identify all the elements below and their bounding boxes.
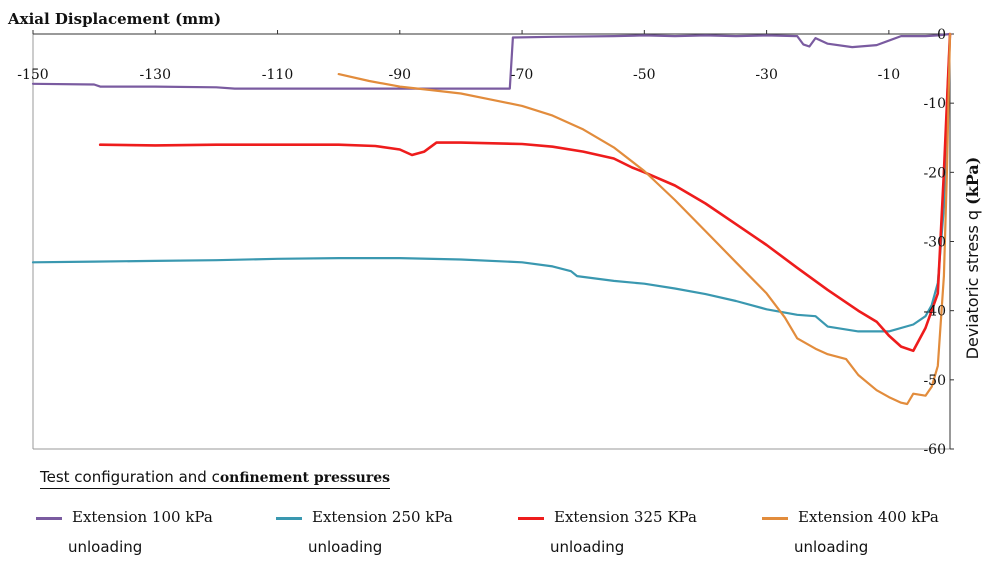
- x-tick-label: -10: [878, 67, 901, 83]
- series-line-4: [337, 32, 952, 406]
- chart-svg: -150 -130 -110 -90 -70 -50 -30 -10 0 -10 -20 -30 -4…: [7, 10, 982, 458]
- series-line-3: [98, 32, 952, 353]
- x-tick-label: -90: [389, 67, 412, 83]
- legend-swatch-teal: [276, 517, 302, 520]
- legend-label-line2: unloading: [794, 538, 869, 556]
- y-axis-title-unit: (kPa): [963, 157, 982, 205]
- y-tick-label: -10: [923, 96, 946, 112]
- legend-label-line1: Extension 325 KPa: [554, 508, 697, 526]
- x-tick-label: -30: [755, 67, 778, 83]
- series-line-2: [31, 32, 952, 333]
- legend-label-line2: unloading: [68, 538, 143, 556]
- x-axis-title: Axial Displacement (mm): [7, 10, 221, 28]
- legend-label-line1: Extension 400 kPa: [798, 508, 939, 526]
- legend-label-line2: unloading: [550, 538, 625, 556]
- legend-swatch-red: [518, 517, 544, 520]
- x-tick-label: -70: [511, 67, 534, 83]
- legend-label-line1: Extension 100 kPa: [72, 508, 213, 526]
- y-tick-label: -40: [923, 304, 946, 320]
- series-line-1: [31, 32, 952, 90]
- x-tick-labels: -150 -130 -110 -90 -70 -50 -30 -10: [17, 67, 900, 83]
- y-tick-label: -20: [923, 165, 946, 181]
- x-tick-label: -130: [140, 67, 171, 83]
- y-axis-title: Deviatoric stress q (kPa): [963, 157, 982, 360]
- y-tick-label: -50: [923, 373, 946, 389]
- legend-swatch-purple: [36, 517, 62, 520]
- y-tick-label: -60: [923, 442, 946, 458]
- y-axis-title-main: Deviatoric stress q: [963, 205, 982, 360]
- legend-label-line1: Extension 250 kPa: [312, 508, 453, 526]
- y-tick-labels: 0 -10 -20 -30 -40 -50 -60: [923, 27, 946, 458]
- legend-title: Test configuration and confinement press…: [40, 468, 391, 489]
- y-tick-label: -30: [923, 235, 946, 251]
- x-tick-label: -150: [17, 67, 48, 83]
- x-tick-label: -110: [262, 67, 293, 83]
- legend-label-line2: unloading: [308, 538, 383, 556]
- legend-title-plain: Test configuration and c: [40, 468, 220, 486]
- legend-title-bold: onfinement pressures: [219, 470, 391, 486]
- legend-swatch-orange: [762, 517, 788, 520]
- plot-frame: [32, 30, 954, 450]
- y-tick-label: 0: [937, 27, 946, 43]
- series-lines: [31, 32, 952, 406]
- x-tick-label: -50: [633, 67, 656, 83]
